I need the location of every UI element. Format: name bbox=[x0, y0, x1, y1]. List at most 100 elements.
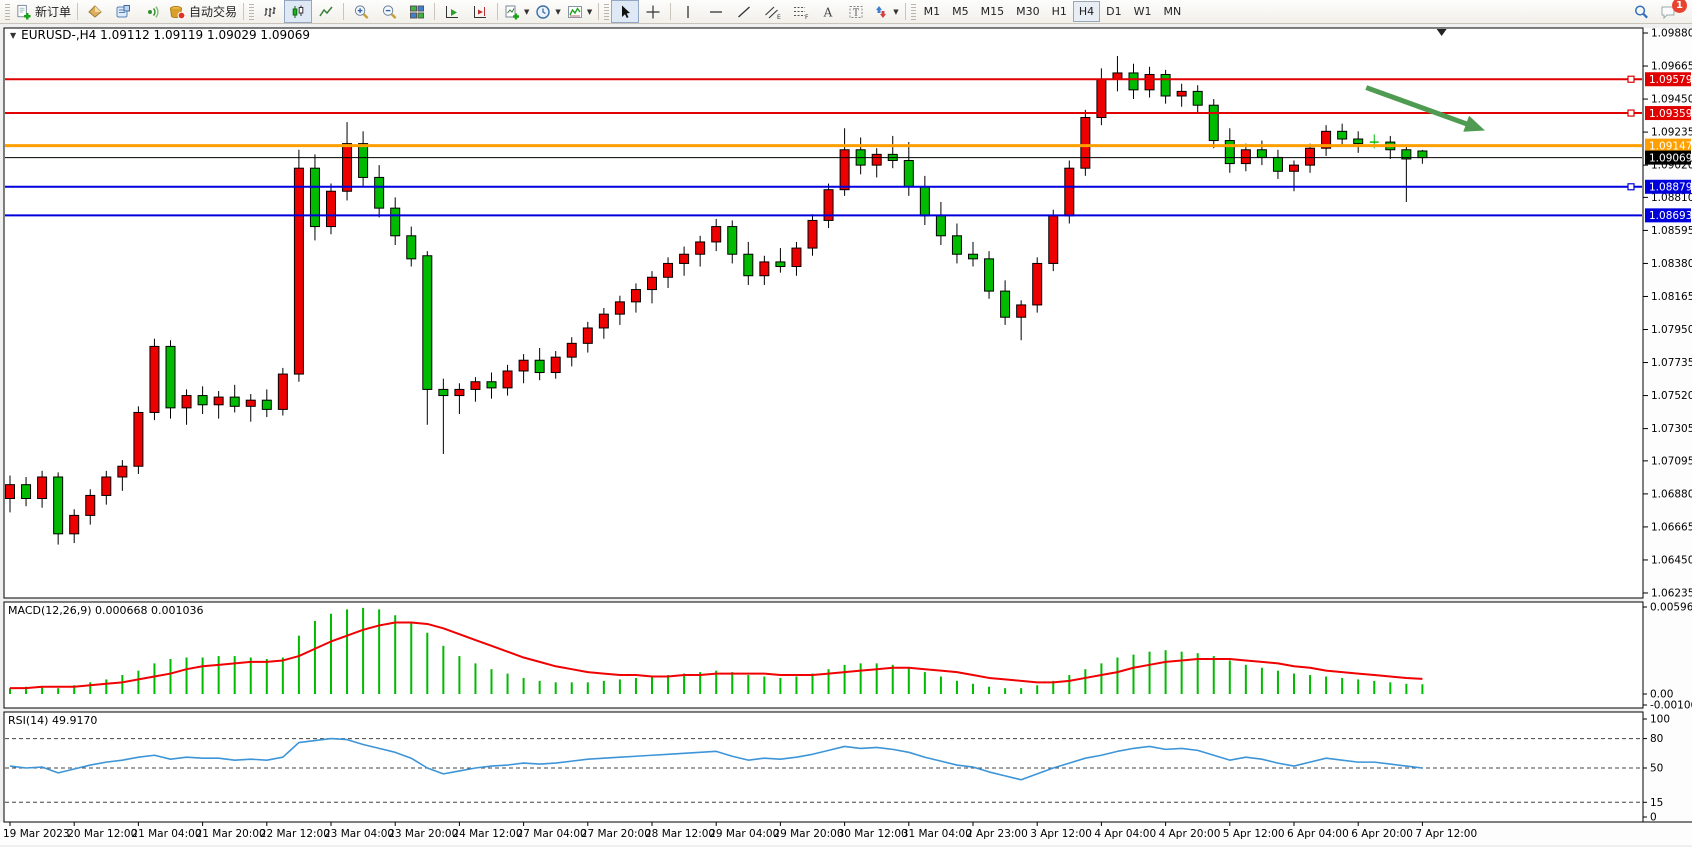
time-tick-label: 29 Mar 20:00 bbox=[773, 828, 843, 840]
text-button[interactable]: A bbox=[814, 0, 842, 23]
level-lines-layer[interactable] bbox=[5, 75, 1642, 217]
toolbar-grip[interactable] bbox=[604, 3, 610, 20]
zoom-out-icon bbox=[382, 4, 397, 19]
channel-icon: E bbox=[764, 6, 781, 20]
new-order-button[interactable]: 新订单 bbox=[12, 0, 74, 23]
price-tick-label: 1.07520 bbox=[1651, 390, 1692, 402]
toolbar-grip[interactable] bbox=[910, 3, 916, 20]
channel-button[interactable]: E bbox=[758, 0, 786, 23]
bar-chart-button[interactable] bbox=[256, 0, 284, 23]
price-tick-label: 1.08810 bbox=[1651, 192, 1692, 204]
line-chart-button[interactable] bbox=[312, 0, 340, 23]
autotrading-button[interactable]: 自动交易 bbox=[165, 0, 240, 23]
price-tick-label: 1.07095 bbox=[1651, 455, 1692, 467]
separator bbox=[904, 3, 906, 20]
timeframe-button-H1[interactable]: H1 bbox=[1051, 5, 1067, 18]
chart-shift-button[interactable] bbox=[466, 0, 494, 23]
price-axis[interactable]: 1.098801.096651.094501.092351.090201.088… bbox=[1643, 28, 1692, 600]
level-line-handle[interactable] bbox=[1627, 183, 1635, 191]
chart-title: ▼ EURUSD-,H4 1.09112 1.09119 1.09029 1.09… bbox=[10, 28, 310, 42]
timeframe-button-H4[interactable]: H4 bbox=[1072, 1, 1101, 22]
trendline-icon bbox=[738, 6, 751, 17]
arrows-dropdown[interactable]: ▼ bbox=[870, 0, 901, 23]
panel-border bbox=[3, 711, 1644, 823]
indicator-axes[interactable]: 0.005964 0.00-0.001069 100 80 50 15 0 bbox=[1643, 602, 1692, 824]
navigator-button[interactable] bbox=[137, 0, 165, 23]
chat-button[interactable]: 1 bbox=[1655, 0, 1687, 23]
arrows-icon bbox=[876, 5, 887, 18]
timeframe-button-W1[interactable]: W1 bbox=[1133, 5, 1152, 18]
price-tick-label: 1.06880 bbox=[1651, 488, 1692, 500]
cursor-button[interactable] bbox=[611, 0, 640, 23]
price-tick-label: 1.06450 bbox=[1651, 554, 1692, 566]
price-level-box bbox=[1645, 208, 1691, 223]
indicators-dropdown[interactable]: ▼ bbox=[564, 0, 595, 23]
market-watch-button[interactable] bbox=[81, 0, 109, 23]
shift-marker-icon[interactable] bbox=[1436, 29, 1447, 36]
horizontal-line-button[interactable] bbox=[702, 0, 730, 23]
price-tick-label: 1.07735 bbox=[1651, 357, 1692, 369]
time-tick-label: 6 Apr 04:00 bbox=[1287, 828, 1349, 840]
auto-scroll-icon bbox=[446, 5, 459, 18]
new-chart-dropdown[interactable]: ▼ bbox=[501, 0, 532, 23]
vertical-line-button[interactable] bbox=[674, 0, 702, 23]
zoom-in-button[interactable] bbox=[347, 0, 375, 23]
macd-indicator-label: MACD(12,26,9) 0.000668 0.001036 bbox=[8, 604, 204, 617]
text-icon: A bbox=[823, 5, 833, 19]
toolbar-grip[interactable] bbox=[5, 3, 10, 20]
macd-signal-line bbox=[10, 621, 1423, 690]
timeframe-button-M5[interactable]: M5 bbox=[952, 5, 969, 18]
price-level-box-label: 1.09359 bbox=[1649, 108, 1692, 120]
timeframe-button-M1[interactable]: M1 bbox=[923, 5, 941, 18]
level-line-handle[interactable] bbox=[1627, 109, 1635, 117]
rsi-indicator-label: RSI(14) 49.9170 bbox=[8, 714, 98, 727]
periods-dropdown[interactable]: ▼ bbox=[532, 0, 563, 23]
rsi-panel[interactable] bbox=[4, 712, 1643, 822]
chart-title-text: EURUSD-,H4 1.09112 1.09119 1.09029 1.090… bbox=[21, 28, 311, 42]
zoom-out-button[interactable] bbox=[375, 0, 403, 23]
data-window-button[interactable] bbox=[109, 0, 137, 23]
fibonacci-button[interactable]: F bbox=[786, 0, 814, 23]
fibonacci-icon: F bbox=[793, 6, 809, 20]
notification-badge: 1 bbox=[1672, 0, 1687, 13]
level-line-handle[interactable] bbox=[1627, 75, 1635, 83]
trendline-button[interactable] bbox=[730, 0, 758, 23]
svg-text:A: A bbox=[823, 5, 833, 19]
crosshair-button[interactable] bbox=[639, 0, 667, 23]
time-tick-label: 3 Apr 12:00 bbox=[1030, 828, 1092, 840]
time-tick-label: 29 Mar 04:00 bbox=[709, 828, 779, 840]
tile-windows-button[interactable] bbox=[403, 0, 431, 23]
timeframe-button-D1[interactable]: D1 bbox=[1106, 5, 1122, 18]
timeframe-group: M1 M5 M15 M30 H1 H4 D1 W1 MN bbox=[918, 1, 1188, 22]
text-label-button[interactable]: T bbox=[842, 0, 870, 23]
macd-tick-label: 0.00 bbox=[1650, 689, 1673, 701]
rsi-tick-label: 50 bbox=[1650, 763, 1663, 775]
timeframe-button-MN[interactable]: MN bbox=[1163, 5, 1182, 18]
arrow-annotation[interactable] bbox=[1365, 85, 1485, 132]
candlestick-chart-button[interactable] bbox=[284, 0, 313, 23]
rsi-line bbox=[9, 737, 1423, 781]
chevron-down-icon: ▼ bbox=[524, 7, 530, 16]
time-tick-label: 30 Mar 12:00 bbox=[838, 828, 908, 840]
one-click-trading-collapse-icon[interactable]: ▼ bbox=[10, 31, 17, 40]
separator bbox=[243, 3, 245, 20]
data-window-icon bbox=[116, 4, 131, 17]
toolbar-grip[interactable] bbox=[249, 3, 255, 20]
macd-panel[interactable] bbox=[4, 602, 1643, 708]
timeframe-button-M30[interactable]: M30 bbox=[1016, 5, 1040, 18]
new-order-label: 新订单 bbox=[35, 5, 72, 19]
separator bbox=[670, 3, 672, 20]
macd-tick-label: -0.001069 bbox=[1650, 700, 1692, 712]
timeframe-button-M15[interactable]: M15 bbox=[980, 5, 1005, 18]
search-button[interactable] bbox=[1627, 0, 1655, 23]
search-icon bbox=[1634, 5, 1648, 18]
horizontal-line-icon bbox=[710, 10, 723, 13]
time-axis-strip[interactable] bbox=[0, 822, 1692, 845]
macd-layer bbox=[9, 607, 1424, 694]
auto-scroll-button[interactable] bbox=[438, 0, 466, 23]
crosshair-icon bbox=[646, 5, 660, 18]
main-chart-panel[interactable] bbox=[4, 28, 1643, 598]
time-tick-label: 21 Mar 04:00 bbox=[131, 828, 201, 840]
